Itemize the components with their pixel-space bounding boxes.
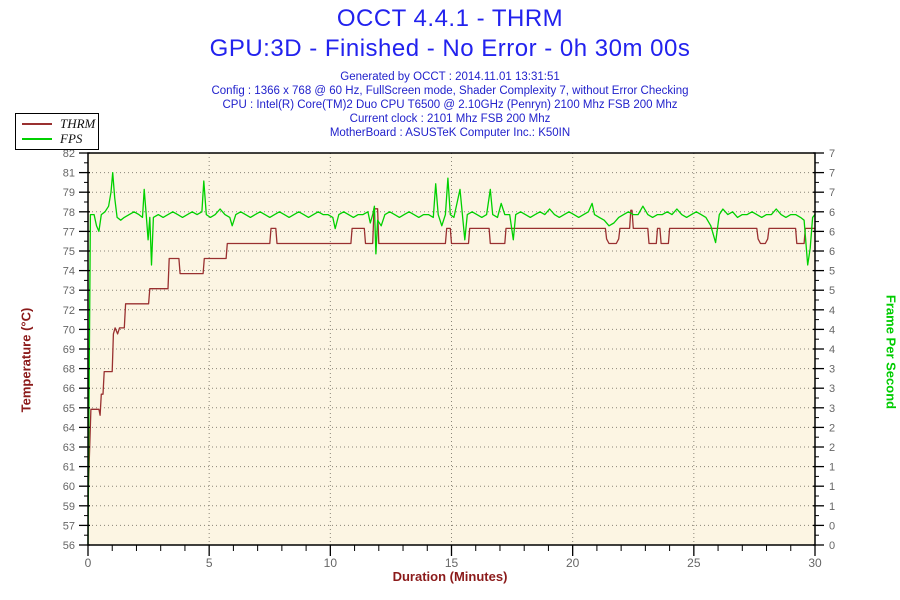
svg-text:7: 7: [829, 168, 835, 180]
info-line-generated: Generated by OCCT : 2014.11.01 13:31:51: [340, 71, 560, 83]
svg-text:60: 60: [63, 481, 75, 493]
svg-text:74: 74: [63, 266, 75, 278]
fps-line-swatch: [22, 138, 52, 141]
svg-text:4: 4: [829, 305, 835, 317]
svg-text:70: 70: [63, 324, 75, 336]
info-line-motherboard: MotherBoard : ASUSTeK Computer Inc.: K50…: [329, 127, 571, 139]
svg-text:1: 1: [829, 501, 835, 513]
svg-text:81: 81: [63, 168, 75, 180]
legend-label-fps: FPS: [60, 131, 83, 147]
svg-text:1: 1: [829, 462, 835, 474]
svg-text:56: 56: [63, 540, 75, 552]
info-line-config: Config : 1366 x 768 @ 60 Hz, FullScreen …: [211, 85, 689, 97]
svg-text:30: 30: [808, 556, 822, 570]
legend-box: THRM FPS: [15, 113, 99, 150]
svg-text:3: 3: [829, 364, 835, 376]
svg-text:5: 5: [829, 285, 835, 297]
svg-text:65: 65: [63, 403, 75, 415]
svg-text:64: 64: [63, 422, 75, 434]
svg-text:10: 10: [324, 556, 338, 570]
right-axis-title: Frame Per Second: [883, 294, 899, 410]
legend-item-fps: FPS: [22, 131, 98, 147]
svg-text:2: 2: [829, 422, 835, 434]
svg-text:75: 75: [63, 246, 75, 258]
info-line-cpu: CPU : Intel(R) Core(TM)2 Duo CPU T6500 @…: [222, 99, 678, 111]
info-line-clock: Current clock : 2101 Mhz FSB 200 Mhz: [349, 113, 551, 125]
svg-text:68: 68: [63, 364, 75, 376]
gridlines: [88, 153, 815, 545]
svg-text:5: 5: [206, 556, 213, 570]
svg-text:2: 2: [829, 442, 835, 454]
svg-text:63: 63: [63, 442, 75, 454]
svg-text:69: 69: [63, 344, 75, 356]
svg-text:59: 59: [63, 501, 75, 513]
left-axis: 82 81 79 78 77 75 74 73 72 70 69 68 66 65 64 63 61 60 59 57…: [63, 148, 90, 552]
svg-text:6: 6: [829, 207, 835, 219]
x-axis-title: Duration (Minutes): [392, 569, 508, 584]
svg-text:77: 77: [63, 226, 75, 238]
svg-text:72: 72: [63, 305, 75, 317]
svg-text:7: 7: [829, 148, 835, 160]
svg-text:20: 20: [566, 556, 580, 570]
svg-text:66: 66: [63, 383, 75, 395]
svg-text:1: 1: [829, 481, 835, 493]
svg-text:57: 57: [63, 520, 75, 532]
page-subtitle: GPU:3D - Finished - No Error - 0h 30m 00…: [209, 35, 691, 62]
svg-text:4: 4: [829, 324, 835, 336]
svg-text:15: 15: [445, 556, 459, 570]
legend-item-thrm: THRM: [22, 115, 98, 131]
legend-label-thrm: THRM: [60, 115, 96, 131]
page-title: OCCT 4.4.1 - THRM: [336, 5, 564, 32]
right-axis: 7 7 7 6 6 6 5 5 4 4 4 3 3 3 2 2 1 1 1 0 0: [813, 148, 835, 552]
svg-text:61: 61: [63, 462, 75, 474]
svg-text:3: 3: [829, 403, 835, 415]
svg-text:25: 25: [687, 556, 701, 570]
thrm-series: [87, 208, 816, 501]
svg-text:6: 6: [829, 226, 835, 238]
x-axis: 0 5 10 15 20 25 30: [85, 545, 822, 570]
svg-text:3: 3: [829, 383, 835, 395]
svg-text:4: 4: [829, 344, 835, 356]
svg-text:78: 78: [63, 207, 75, 219]
svg-text:73: 73: [63, 285, 75, 297]
svg-text:0: 0: [829, 520, 835, 532]
svg-text:0: 0: [829, 540, 835, 552]
svg-text:79: 79: [63, 187, 75, 199]
svg-text:6: 6: [829, 246, 835, 258]
fps-series: [87, 171, 816, 546]
svg-text:7: 7: [829, 187, 835, 199]
svg-text:0: 0: [85, 556, 92, 570]
svg-text:5: 5: [829, 266, 835, 278]
left-axis-title: Temperature (°C): [18, 307, 34, 413]
info-block: Generated by OCCT : 2014.11.01 13:31:51 …: [0, 70, 900, 140]
svg-text:82: 82: [63, 148, 75, 160]
thrm-line-swatch: [22, 122, 52, 125]
